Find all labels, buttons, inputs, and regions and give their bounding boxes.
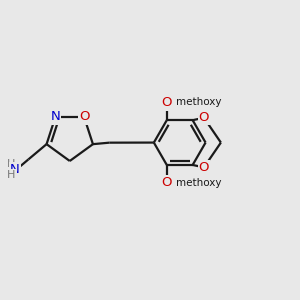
Text: O: O (199, 161, 209, 174)
Text: H: H (7, 159, 16, 169)
Text: O: O (79, 110, 89, 123)
Text: O: O (161, 96, 172, 110)
Text: methoxy: methoxy (176, 97, 221, 107)
Text: N: N (10, 163, 20, 176)
Text: O: O (199, 111, 209, 124)
Text: N: N (50, 110, 60, 123)
Text: methoxy: methoxy (176, 178, 221, 188)
Text: H: H (7, 170, 16, 180)
Text: O: O (161, 176, 172, 189)
